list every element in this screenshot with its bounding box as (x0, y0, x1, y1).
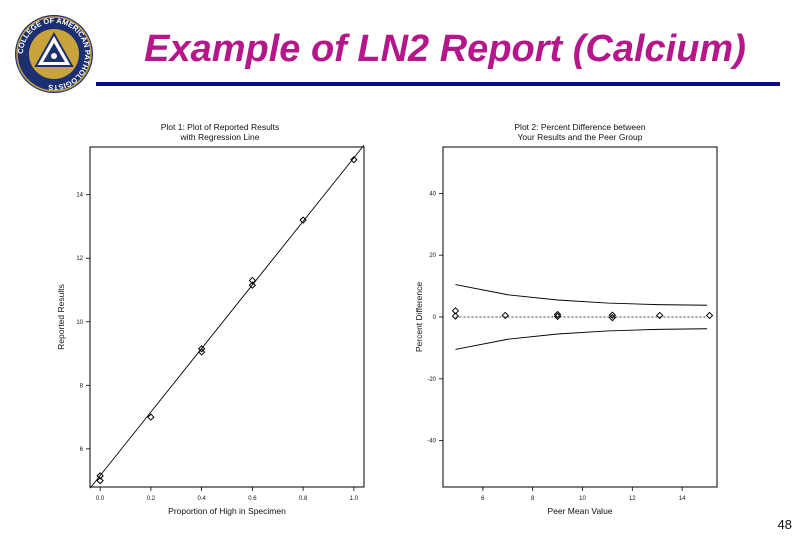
plot-1-reported-results: Plot 1: Plot of Reported Results with Re… (56, 122, 365, 516)
x-tick-label: 12 (629, 496, 636, 502)
x-tick-label: 8 (531, 496, 535, 502)
plot-2-percent-difference: Plot 2: Percent Difference between Your … (414, 122, 718, 516)
data-point (96, 472, 104, 480)
plot-2-x-label: Peer Mean Value (547, 506, 612, 516)
data-point (553, 310, 562, 319)
plot-2-title: Plot 2: Percent Difference between (514, 122, 645, 132)
y-tick-label: 40 (429, 191, 436, 197)
data-point (705, 311, 714, 320)
data-point (96, 476, 104, 485)
y-tick-label: 10 (76, 320, 83, 326)
plot-1-title: Plot 1: Plot of Reported Results (161, 122, 280, 132)
y-tick-label: 14 (76, 193, 83, 199)
data-point (350, 156, 358, 164)
plot-1-y-axis: 6 8 10 12 14 (76, 193, 90, 453)
data-point (197, 348, 206, 356)
data-point (197, 345, 206, 353)
plot-2-upper-limit-curve (455, 284, 708, 306)
y-tick-label: 6 (80, 447, 84, 453)
data-point (299, 216, 307, 224)
plot-2-lower-limit-curve (455, 328, 708, 350)
plot-1-x-label: Proportion of High in Specimen (168, 506, 286, 516)
x-tick-label: 6 (481, 496, 485, 502)
plot-2-points (451, 307, 714, 322)
page-number: 48 (777, 517, 792, 532)
y-tick-label: 8 (80, 383, 84, 389)
plot-2-x-axis: 6 8 10 12 14 (481, 487, 686, 502)
title-divider (96, 82, 780, 86)
x-tick-label: 14 (679, 496, 686, 502)
y-tick-label: 20 (429, 253, 436, 259)
data-point (451, 307, 460, 315)
data-point (608, 313, 617, 322)
x-tick-label: 0.4 (197, 496, 206, 502)
y-tick-label: 0 (433, 315, 437, 321)
data-point (553, 312, 562, 321)
data-point (248, 281, 257, 289)
plot-1-frame (89, 146, 365, 488)
data-point (656, 311, 664, 320)
y-tick-label: -40 (427, 439, 436, 445)
x-tick-label: 0.0 (96, 496, 105, 502)
x-tick-label: 1.0 (350, 496, 359, 502)
x-tick-label: 0.2 (147, 496, 156, 502)
y-tick-label: 12 (76, 256, 83, 262)
data-point (501, 311, 509, 320)
plot-1-subtitle: with Regression Line (180, 132, 260, 142)
data-point (248, 276, 257, 285)
plot-2-y-axis: -40 -20 0 20 40 (427, 191, 443, 445)
data-point (608, 311, 617, 319)
x-tick-label: 0.6 (248, 496, 257, 502)
y-tick-label: -20 (427, 377, 436, 383)
plot-2-subtitle: Your Results and the Peer Group (518, 132, 643, 142)
x-tick-label: 0.8 (299, 496, 308, 502)
slide-title: Example of LN2 Report (Calcium) (144, 28, 746, 70)
data-point (451, 312, 460, 320)
x-tick-label: 10 (579, 496, 586, 502)
plot-1-regression-line (89, 144, 365, 489)
plot-2-y-label: Percent Difference (414, 282, 424, 353)
plot-1-x-axis: 0.0 0.2 0.4 0.6 0.8 1.0 (96, 487, 359, 502)
data-point (147, 413, 155, 421)
plot-1-y-label: Reported Results (56, 284, 66, 350)
cap-logo: COLLEGE OF AMERICAN PATHOLOGISTS (15, 15, 93, 93)
plot-1-points (96, 156, 358, 485)
